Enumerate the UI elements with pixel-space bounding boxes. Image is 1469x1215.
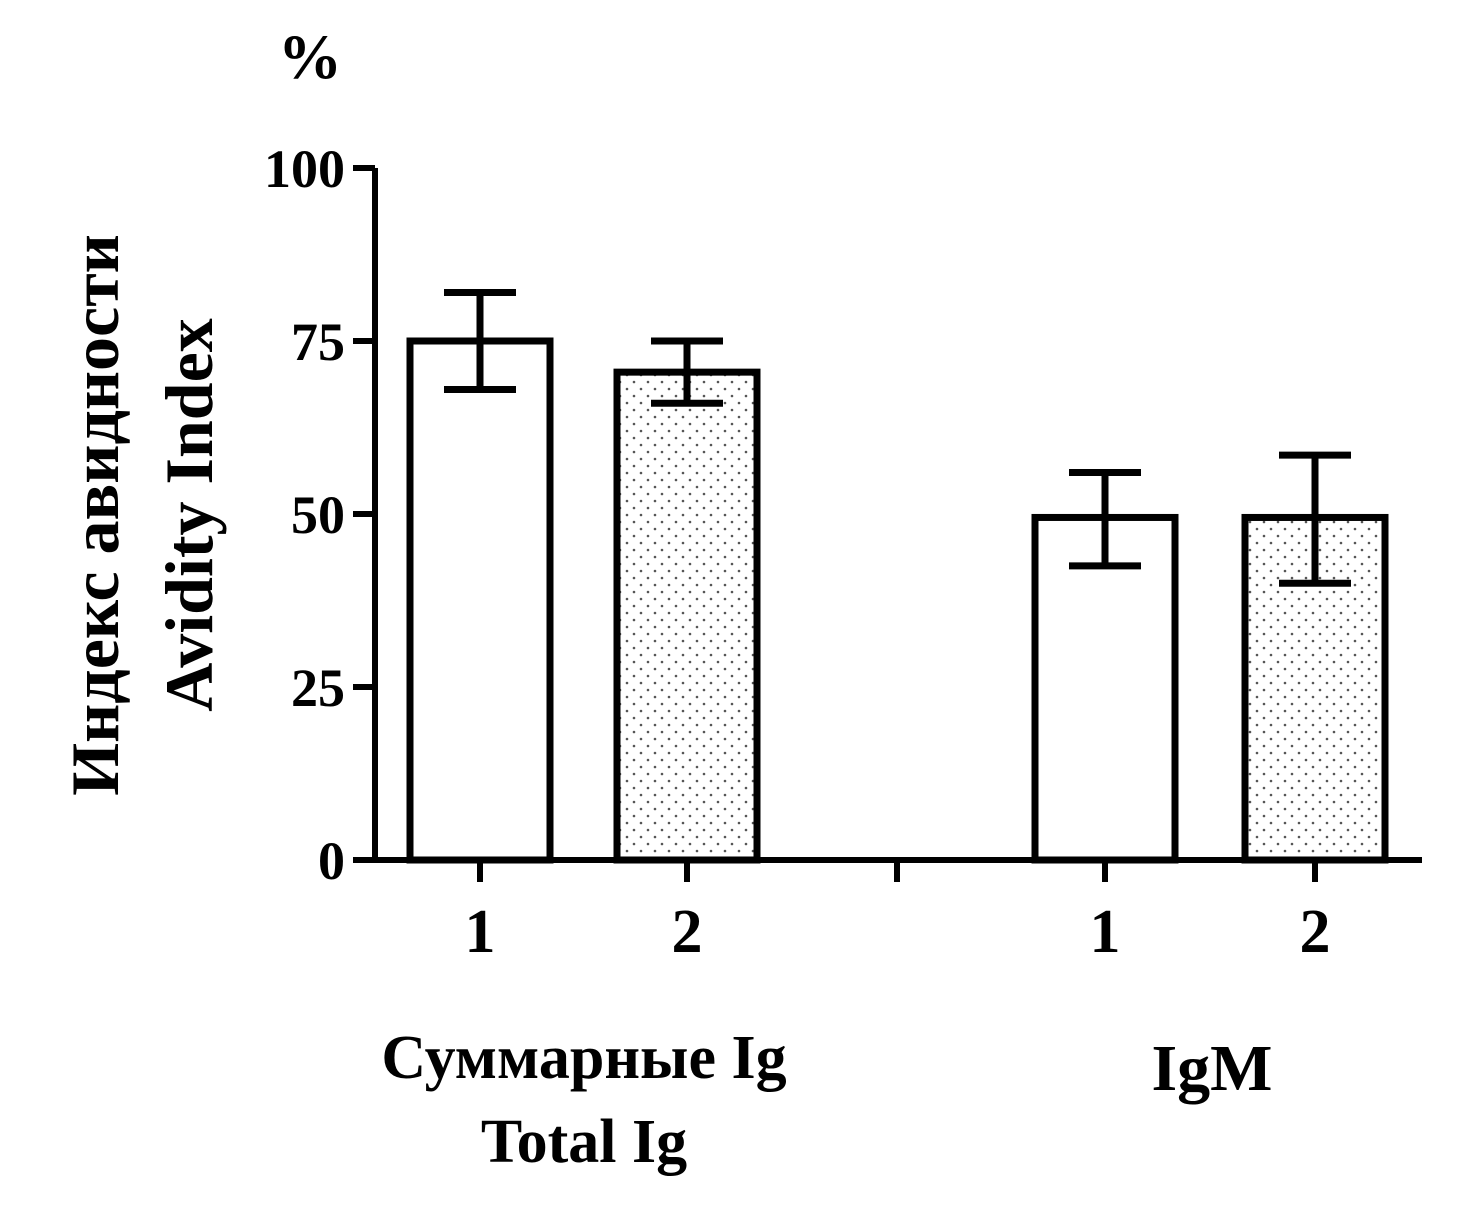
unit-label: % [278,21,342,92]
y-tick-label-100: 100 [264,139,345,199]
bars [410,293,1385,860]
y-tick-label-50: 50 [291,485,345,545]
y-tick-label-75: 75 [291,312,345,372]
y-tick-label-25: 25 [291,658,345,718]
x-tick-label-g1-1: 1 [465,898,496,966]
group-label-igm: IgM [1152,1032,1273,1105]
x-tick-label-g2-1: 1 [1090,898,1121,966]
y-tick-label-0: 0 [318,831,345,891]
y-axis-label-en: Avidity Index [151,318,227,712]
bar-g1-1 [410,341,550,860]
x-tick-label-g2-2: 2 [1300,898,1331,966]
group-label-total-ig-ru: Суммарные Ig [381,1024,786,1092]
bar-g1-2 [617,372,757,860]
group-label-total-ig-en: Total Ig [481,1108,687,1176]
y-axis-label-ru: Индекс авидности [57,234,133,796]
x-tick-label-g1-2: 2 [672,898,703,966]
